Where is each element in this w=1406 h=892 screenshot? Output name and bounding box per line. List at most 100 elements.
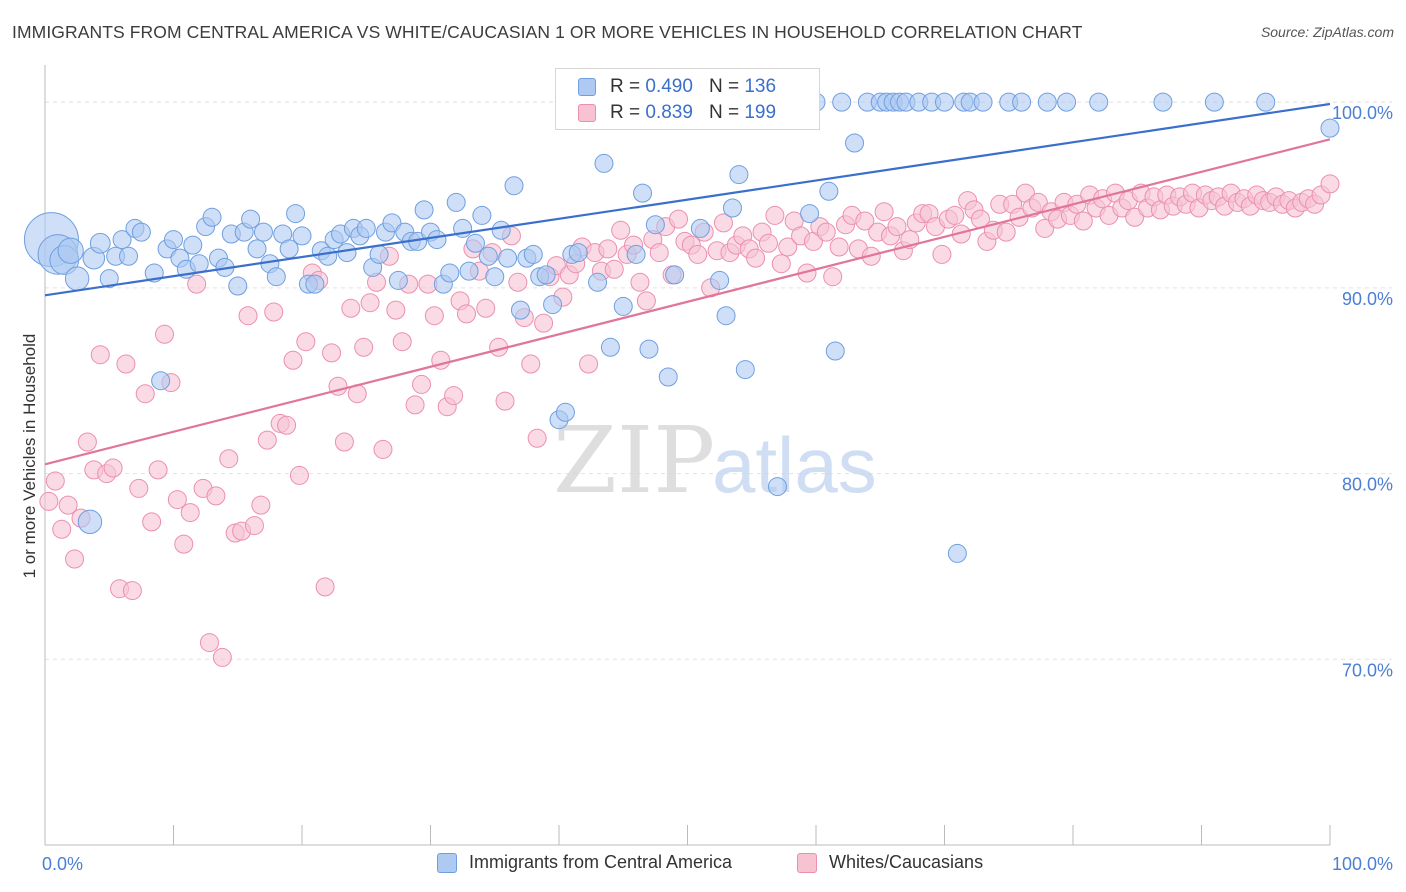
data-point (142, 512, 162, 532)
data-point (180, 503, 200, 523)
legend-r-value-blue: 0.490 (645, 76, 693, 97)
data-point (206, 486, 226, 506)
data-point (360, 293, 380, 313)
legend-swatch-pink (578, 104, 596, 122)
data-point (935, 92, 954, 112)
series-legend-swatch-pink (797, 852, 817, 873)
data-point (412, 374, 432, 394)
data-point (816, 222, 836, 242)
source-label: Source: ZipAtlas.com (1260, 24, 1394, 40)
data-point (855, 211, 875, 231)
x-tick-label: 0.0% (42, 854, 83, 874)
data-point (771, 254, 791, 274)
data-point (495, 391, 515, 411)
data-point (45, 471, 65, 491)
data-point (658, 367, 678, 387)
legend-r-label-blue: R = (610, 76, 641, 97)
legend-row-pink: R = 0.839 N = 199 (578, 101, 776, 125)
series-legend-label-pink: Whites/Caucasians (829, 852, 984, 872)
trend-line-blue (44, 102, 1331, 297)
data-point (292, 226, 312, 246)
data-point (199, 633, 219, 653)
data-point (716, 306, 736, 326)
data-point (690, 218, 710, 238)
x-tick-labels: 0.0% 100.0% (42, 854, 1393, 874)
data-point (164, 230, 183, 250)
series-legend-item-pink: Whites/Caucasians (797, 852, 983, 873)
data-point (427, 230, 447, 250)
data-point (588, 272, 608, 292)
data-point (1256, 92, 1276, 112)
data-point (1153, 92, 1173, 112)
watermark-zip: ZIP (553, 407, 715, 514)
data-point (148, 460, 168, 480)
data-point (598, 239, 618, 259)
data-point (1028, 192, 1048, 212)
data-point (639, 339, 659, 359)
legend-row-blue: R = 0.490 N = 136 (578, 75, 776, 99)
data-point (58, 495, 78, 515)
data-point (65, 549, 85, 569)
data-point (386, 300, 406, 320)
data-point (155, 324, 175, 344)
data-point (543, 295, 563, 315)
data-point (523, 244, 543, 264)
data-point (504, 176, 524, 196)
data-point (1125, 207, 1145, 227)
data-point (1320, 174, 1340, 194)
data-point (253, 222, 273, 242)
data-point (1204, 92, 1224, 112)
data-point (388, 270, 408, 290)
data-point (485, 267, 505, 287)
data-point (167, 490, 187, 510)
data-point (1037, 92, 1057, 112)
data-point (765, 205, 785, 225)
data-point (424, 306, 444, 326)
data-point (887, 217, 907, 237)
data-point (534, 313, 554, 333)
data-point (1320, 118, 1340, 138)
series-legend-item-blue: Immigrants from Central America (437, 852, 732, 873)
data-point (119, 246, 139, 266)
data-point (238, 306, 258, 326)
data-point (39, 491, 59, 511)
legend-swatch-blue (578, 78, 596, 96)
trend-line-pink (44, 138, 1331, 466)
data-point (579, 354, 599, 374)
data-point (456, 304, 476, 324)
data-point (649, 243, 669, 263)
series-legend-swatch-blue (437, 852, 457, 873)
data-point (825, 341, 845, 361)
legend: R = 0.490 N = 136 R = 0.839 N = 199 (555, 68, 820, 130)
data-point (202, 207, 222, 227)
data-point (498, 248, 518, 268)
data-point (669, 209, 689, 229)
data-point (536, 265, 556, 285)
data-point (478, 246, 498, 266)
data-point (264, 302, 284, 322)
data-point (604, 259, 624, 279)
watermark-atlas: atlas (712, 421, 877, 509)
data-point (257, 430, 277, 450)
data-point (129, 478, 149, 498)
data-point (305, 274, 325, 294)
data-point (446, 192, 466, 212)
data-point (1089, 92, 1109, 112)
data-point (746, 248, 766, 268)
data-point (90, 345, 110, 365)
data-point (382, 213, 402, 233)
data-point (334, 432, 354, 452)
chart-title: IMMIGRANTS FROM CENTRAL AMERICA VS WHITE… (12, 22, 1083, 42)
data-point (521, 354, 541, 374)
data-point (823, 267, 843, 287)
data-point (315, 577, 335, 597)
data-point (508, 272, 528, 292)
data-point (665, 265, 685, 285)
y-tick-label: 80.0% (1342, 475, 1393, 495)
data-point (99, 269, 119, 289)
y-tick-label: 90.0% (1342, 289, 1393, 309)
data-point (626, 244, 646, 264)
data-point (405, 395, 425, 415)
data-point (800, 204, 820, 224)
